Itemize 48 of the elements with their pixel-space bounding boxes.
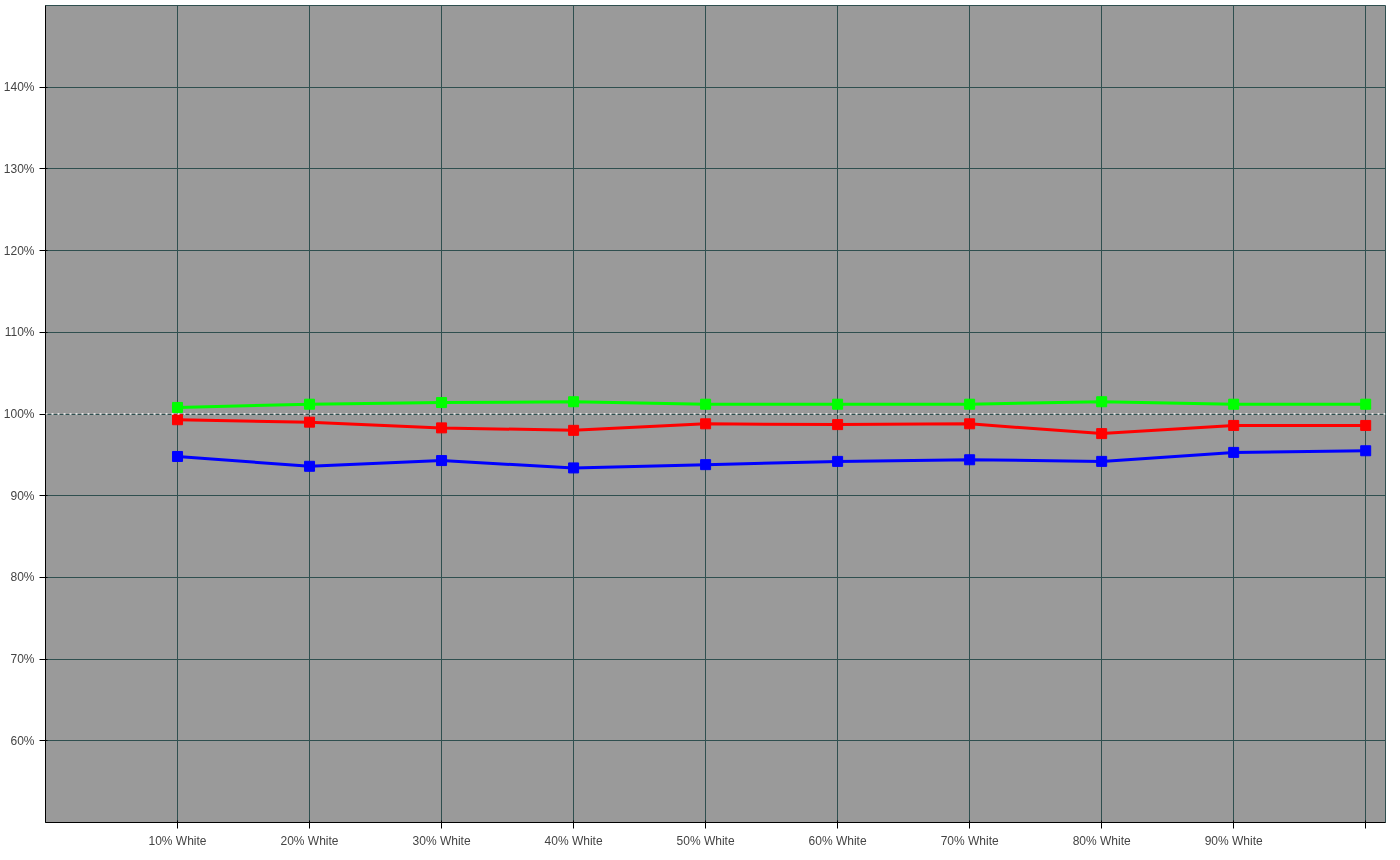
point [700, 418, 712, 430]
point [700, 459, 712, 471]
point [1096, 396, 1108, 408]
x-tick-label: 40% White [544, 833, 603, 848]
point [304, 416, 316, 428]
point [1360, 445, 1372, 457]
y-tick-label: 100% [3, 407, 35, 421]
point [832, 398, 844, 410]
y-tick-label: 60% [10, 733, 35, 748]
point [1228, 398, 1240, 410]
point [172, 401, 184, 413]
point [832, 419, 844, 431]
point [436, 397, 448, 409]
x-tick-label: 60% White [808, 833, 867, 848]
point [568, 424, 580, 436]
point [304, 460, 316, 472]
point [304, 398, 316, 410]
x-tick-label: 80% White [1072, 833, 1131, 848]
x-tick-label: 50% White [676, 833, 735, 848]
x-tick-label: 10% White [148, 833, 207, 848]
point [1360, 398, 1372, 410]
point [568, 462, 580, 474]
point [436, 455, 448, 467]
point [172, 414, 184, 426]
y-tick-label: 80% [10, 570, 35, 585]
point [1228, 419, 1240, 431]
point [1228, 446, 1240, 458]
point [1360, 419, 1372, 431]
y-tick-label: 70% [10, 652, 35, 667]
y-tick-label: 120% [3, 243, 35, 258]
y-tick-label: 140% [3, 80, 35, 95]
x-tick-label: 30% White [412, 833, 471, 848]
point [568, 396, 580, 408]
y-tick-label: 110% [4, 325, 35, 340]
point [964, 398, 976, 410]
y-tick-label: 90% [10, 488, 35, 503]
point [964, 454, 976, 466]
y-tick-label: 130% [3, 161, 35, 176]
x-tick-label: 70% White [940, 833, 999, 848]
point [172, 450, 184, 462]
point [964, 418, 976, 430]
x-tick-label: 20% White [280, 833, 339, 848]
point [1096, 428, 1108, 440]
point [436, 422, 448, 434]
x-tick-label: 90% White [1204, 833, 1264, 848]
point [832, 455, 844, 467]
point [700, 398, 712, 410]
point [1096, 455, 1108, 467]
